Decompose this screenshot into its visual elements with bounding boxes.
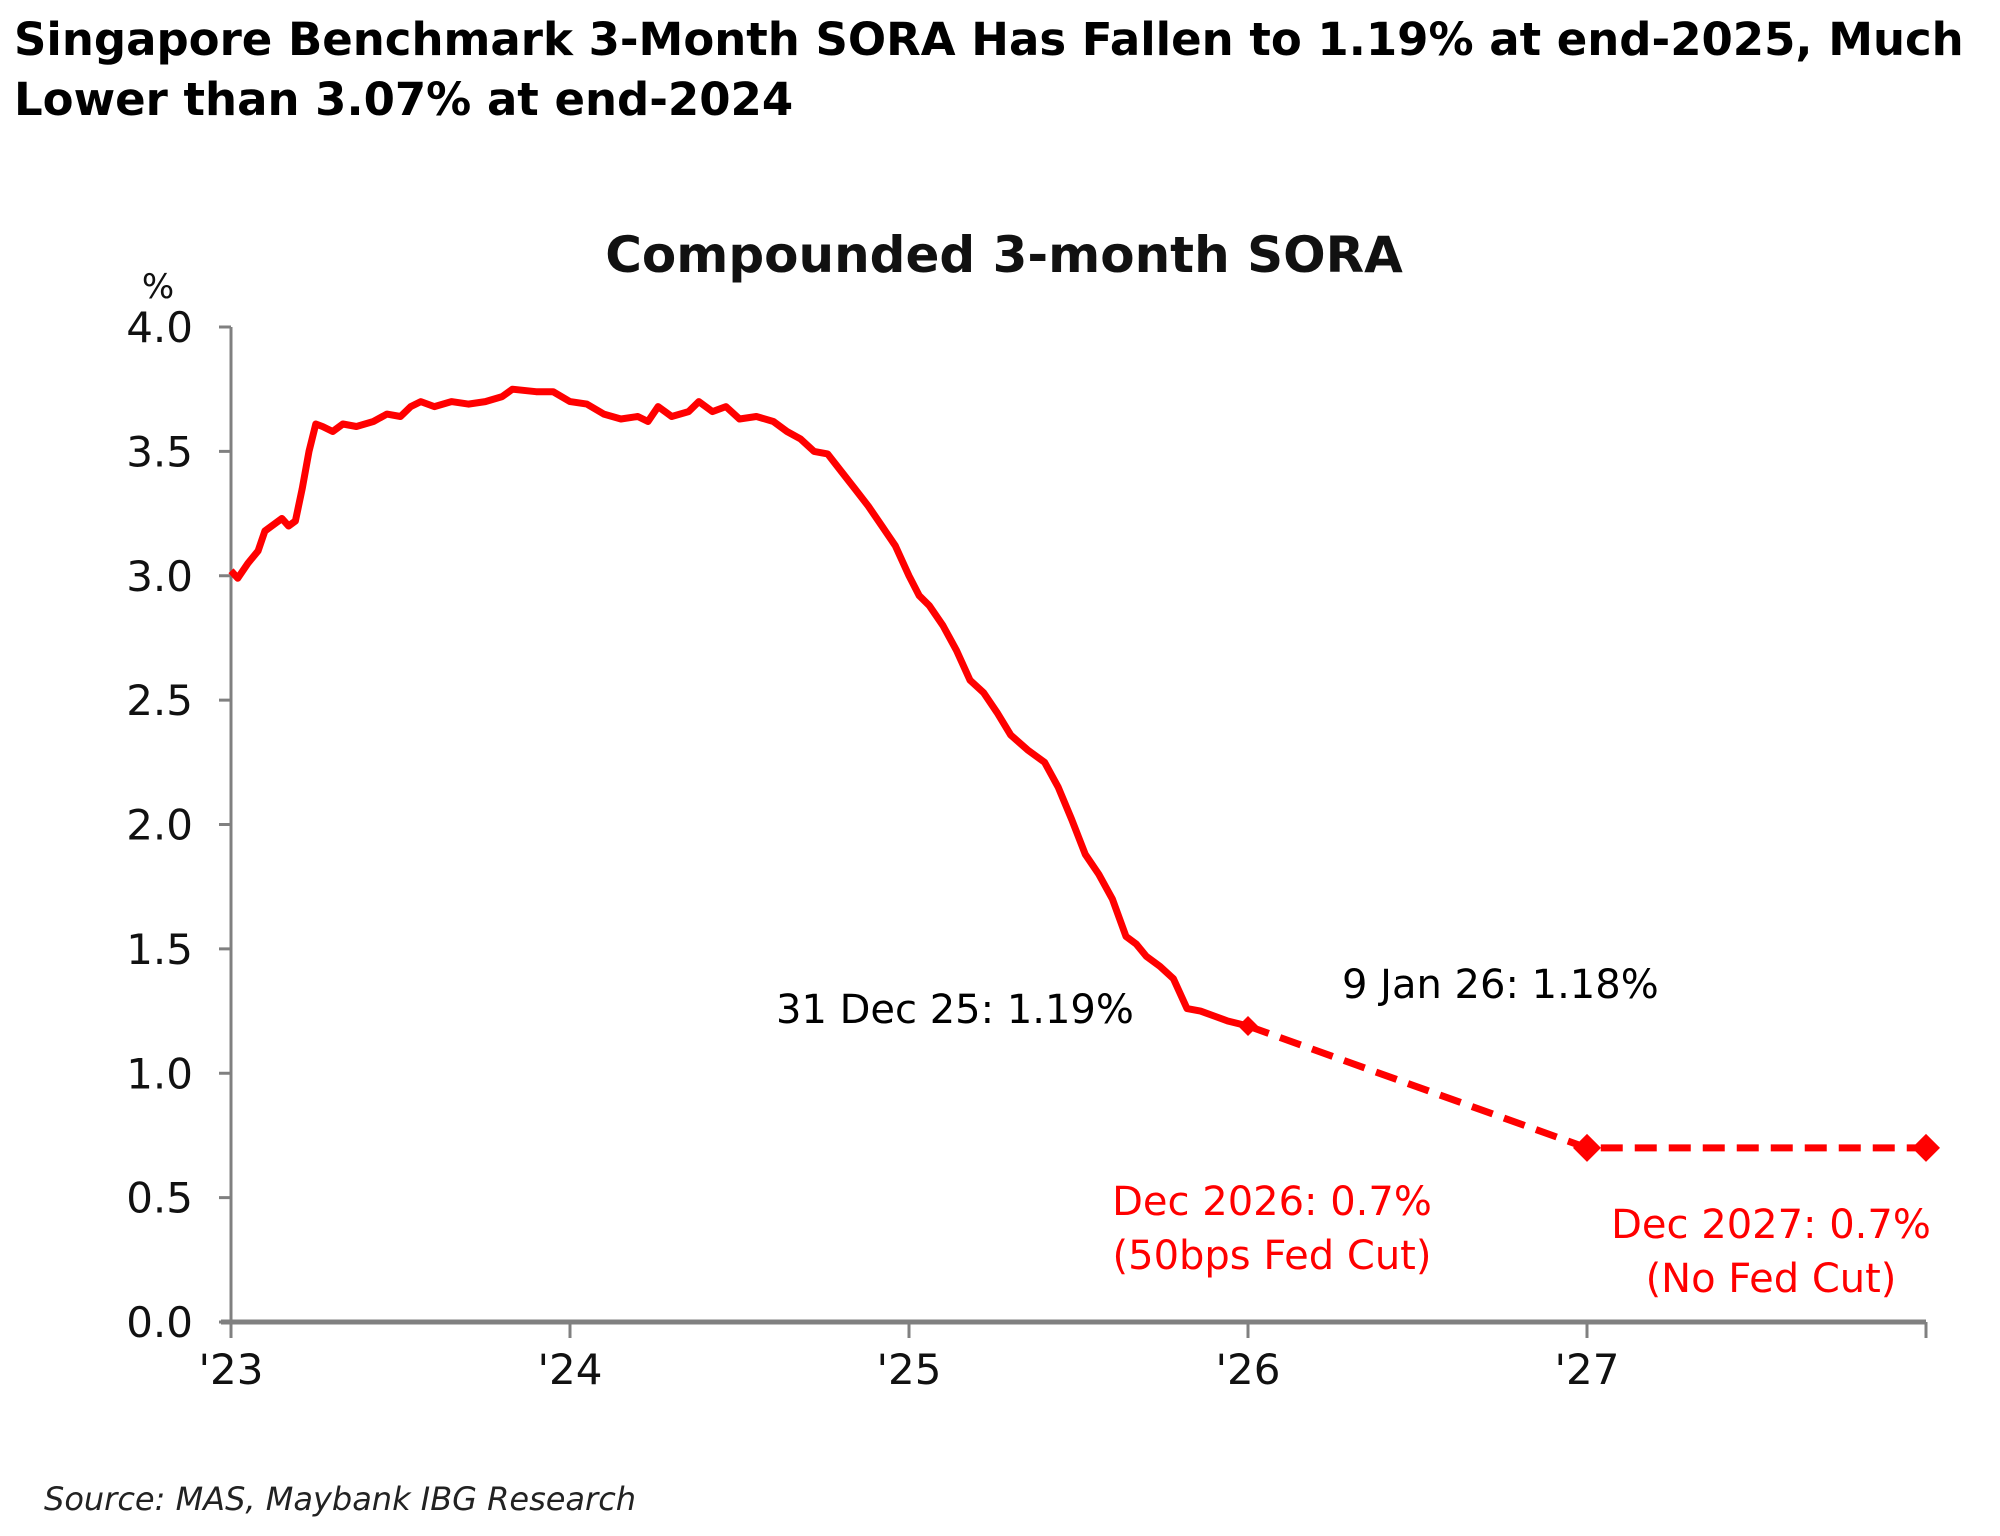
headline: Singapore Benchmark 3-Month SORA Has Fal…: [14, 13, 1964, 126]
x-tick-label: '25: [877, 1345, 942, 1394]
forecast-marker: [1238, 1015, 1258, 1036]
y-tick-label: 2.0: [126, 801, 193, 850]
x-tick-label: '23: [199, 1345, 264, 1394]
annotation-9-jan-26: 9 Jan 26: 1.18%: [1342, 962, 1659, 1008]
sora-line: [228, 385, 1249, 1030]
y-axis-unit: %: [142, 267, 174, 307]
annotation-dec-2026-line1: Dec 2026: 0.7%: [1112, 1179, 1432, 1225]
x-tick-label: '24: [538, 1345, 603, 1394]
y-tick-label: 1.5: [126, 925, 193, 974]
forecast-line: [1246, 1022, 1926, 1152]
y-tick-label: 0.0: [126, 1298, 193, 1347]
annotation-31-dec-25: 31 Dec 25: 1.19%: [776, 987, 1134, 1033]
y-tick-label: 3.0: [126, 552, 193, 601]
source-note: Source: MAS, Maybank IBG Research: [44, 1480, 637, 1518]
chart-panel: [108, 186, 2000, 1391]
annotation-dec-2026-line2: (50bps Fed Cut): [1113, 1233, 1432, 1279]
y-tick-label: 3.5: [126, 427, 193, 476]
y-tick-label: 0.5: [126, 1174, 193, 1223]
forecast-marker: [1912, 1133, 1940, 1162]
y-tick-label: 4.0: [126, 303, 193, 352]
y-tick-label: 1.0: [126, 1049, 193, 1098]
annotation-dec-2027-line1: Dec 2027: 0.7%: [1611, 1202, 1931, 1248]
annotation-dec-2027-line2: (No Fed Cut): [1646, 1256, 1897, 1302]
x-tick-label: '26: [1216, 1345, 1281, 1394]
x-tick-label: '27: [1555, 1345, 1620, 1394]
forecast-marker: [1573, 1133, 1601, 1162]
chart-title: Compounded 3-month SORA: [605, 226, 1403, 284]
y-tick-label: 2.5: [126, 676, 193, 725]
